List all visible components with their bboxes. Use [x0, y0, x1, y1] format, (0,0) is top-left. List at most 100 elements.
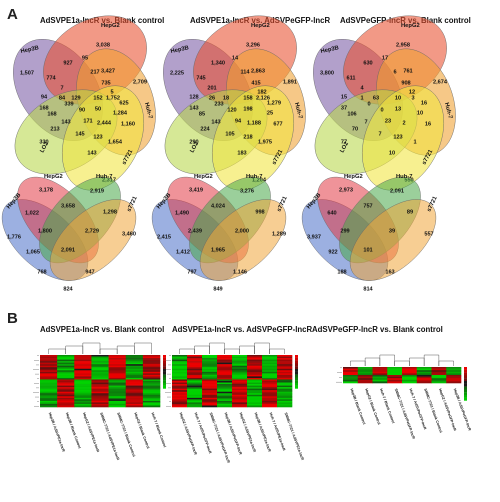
heatmap-cell [57, 358, 75, 360]
heatmap-cell [40, 399, 58, 402]
heatmap-cell [57, 379, 75, 382]
heatmap-cell [277, 368, 293, 371]
region-count: 2,415 [157, 234, 171, 240]
heatmap-cell [277, 358, 293, 360]
heatmap-cell [277, 361, 293, 363]
heatmap-cell [91, 364, 109, 367]
region-count: 330 [39, 139, 48, 145]
heatmap-cell [247, 374, 263, 377]
heatmap-cell [387, 376, 403, 379]
heatmap-cell [125, 356, 144, 359]
heatmap-cell [232, 403, 248, 406]
heatmap-cell [91, 373, 109, 376]
heatmap-cell [142, 399, 161, 402]
heatmap-cell [57, 390, 75, 393]
heatmap-cell [172, 387, 188, 389]
heatmap-cell [142, 391, 161, 394]
region-count: 1,800 [38, 228, 52, 234]
venn5-diagram-1: AdSVPE1a-lncR vs. Blank controlHep3BHepG… [13, 15, 164, 191]
heatmap-cell [108, 367, 127, 370]
heatmap-cell [402, 378, 418, 381]
region-count: 2,091 [390, 188, 404, 194]
heatmap-cell [74, 371, 92, 374]
heatmap-cell [202, 373, 218, 376]
region-count: 1,752 [106, 95, 120, 101]
heatmap-cell [262, 358, 278, 360]
heatmap-cell [446, 373, 462, 376]
heatmap-cell [142, 367, 161, 370]
region-count: 94 [41, 94, 48, 100]
region-count: 3,460 [122, 231, 136, 237]
heatmap-cell [74, 358, 92, 360]
panel-a-letter: A [7, 6, 18, 23]
heatmap-cell [202, 362, 218, 365]
heatmap-cell [387, 375, 403, 377]
heatmap-cell [232, 381, 248, 383]
heatmap-cell [232, 387, 248, 389]
heatmap-title: AdSVPE1a-lncR vs. Blank control [40, 325, 164, 334]
heatmap-cell [416, 368, 432, 371]
region-count: 163 [385, 269, 394, 275]
region-count: 3,427 [101, 68, 115, 74]
region-count: 824 [63, 286, 73, 292]
heatmap-cell [446, 376, 462, 379]
region-count: 1 [413, 139, 416, 145]
heatmap-cell [187, 397, 203, 400]
heatmap-cell [387, 367, 403, 369]
heatmap-cell [187, 374, 203, 377]
heatmap-cell [262, 362, 278, 365]
heatmap-cell [431, 375, 447, 377]
heatmap-cell [108, 362, 127, 365]
heatmap-cell [142, 373, 161, 376]
heatmap-cell [125, 358, 144, 360]
heatmap-cell [343, 367, 359, 369]
heatmap-cell [108, 358, 127, 360]
heatmap-cell [277, 373, 293, 376]
region-count: 7 [378, 131, 381, 137]
hepg2-label: HepG2 [251, 23, 270, 29]
region-count: 1,065 [26, 249, 40, 255]
heatmap-cell [74, 364, 92, 367]
heatmap-cell [172, 374, 188, 377]
region-count: 1,298 [103, 209, 117, 215]
hepg2-label: HepG2 [194, 174, 213, 180]
heatmap-cell [57, 403, 75, 406]
heatmap-cell [108, 355, 127, 357]
region-count: 50 [95, 106, 101, 112]
heatmap-cell [40, 365, 58, 368]
heatmap-cell [40, 355, 58, 357]
heatmap-cell [74, 391, 92, 394]
region-count: 13 [395, 106, 401, 112]
heatmap-cell [202, 361, 218, 363]
heatmap-cell [247, 373, 263, 376]
region-count: 640 [327, 210, 336, 216]
heatmap-cell [74, 387, 92, 389]
heatmap-cell [262, 384, 278, 386]
heatmap-cell [172, 384, 188, 386]
heatmap-cell [232, 365, 248, 368]
heatmap-cell [372, 379, 388, 382]
heatmap-cell [217, 384, 233, 386]
heatmap-cell [402, 367, 418, 369]
heatmap-cell [217, 358, 233, 360]
heatmap-cells [40, 355, 161, 408]
heatmap-cell [357, 381, 373, 384]
heatmap-cell [57, 361, 75, 363]
heatmap-cell [277, 396, 293, 399]
heatmap-cell [125, 379, 144, 382]
heatmap-cell [172, 388, 188, 391]
heatmap-cell [74, 399, 92, 402]
heatmap-cell [187, 379, 203, 382]
heatmap-cell [40, 382, 58, 385]
heatmap-cell [202, 394, 218, 397]
heatmap-cell [277, 381, 293, 383]
heatmap-cell [172, 390, 188, 393]
heatmap-cell [74, 403, 92, 406]
region-count: 158 [243, 95, 252, 101]
heatmap-cell [343, 379, 359, 382]
scale-step [295, 371, 298, 375]
heatmap-cell [125, 399, 144, 402]
heatmap-cell [142, 397, 161, 400]
region-count: 12 [409, 89, 415, 95]
scale-step [464, 375, 467, 379]
